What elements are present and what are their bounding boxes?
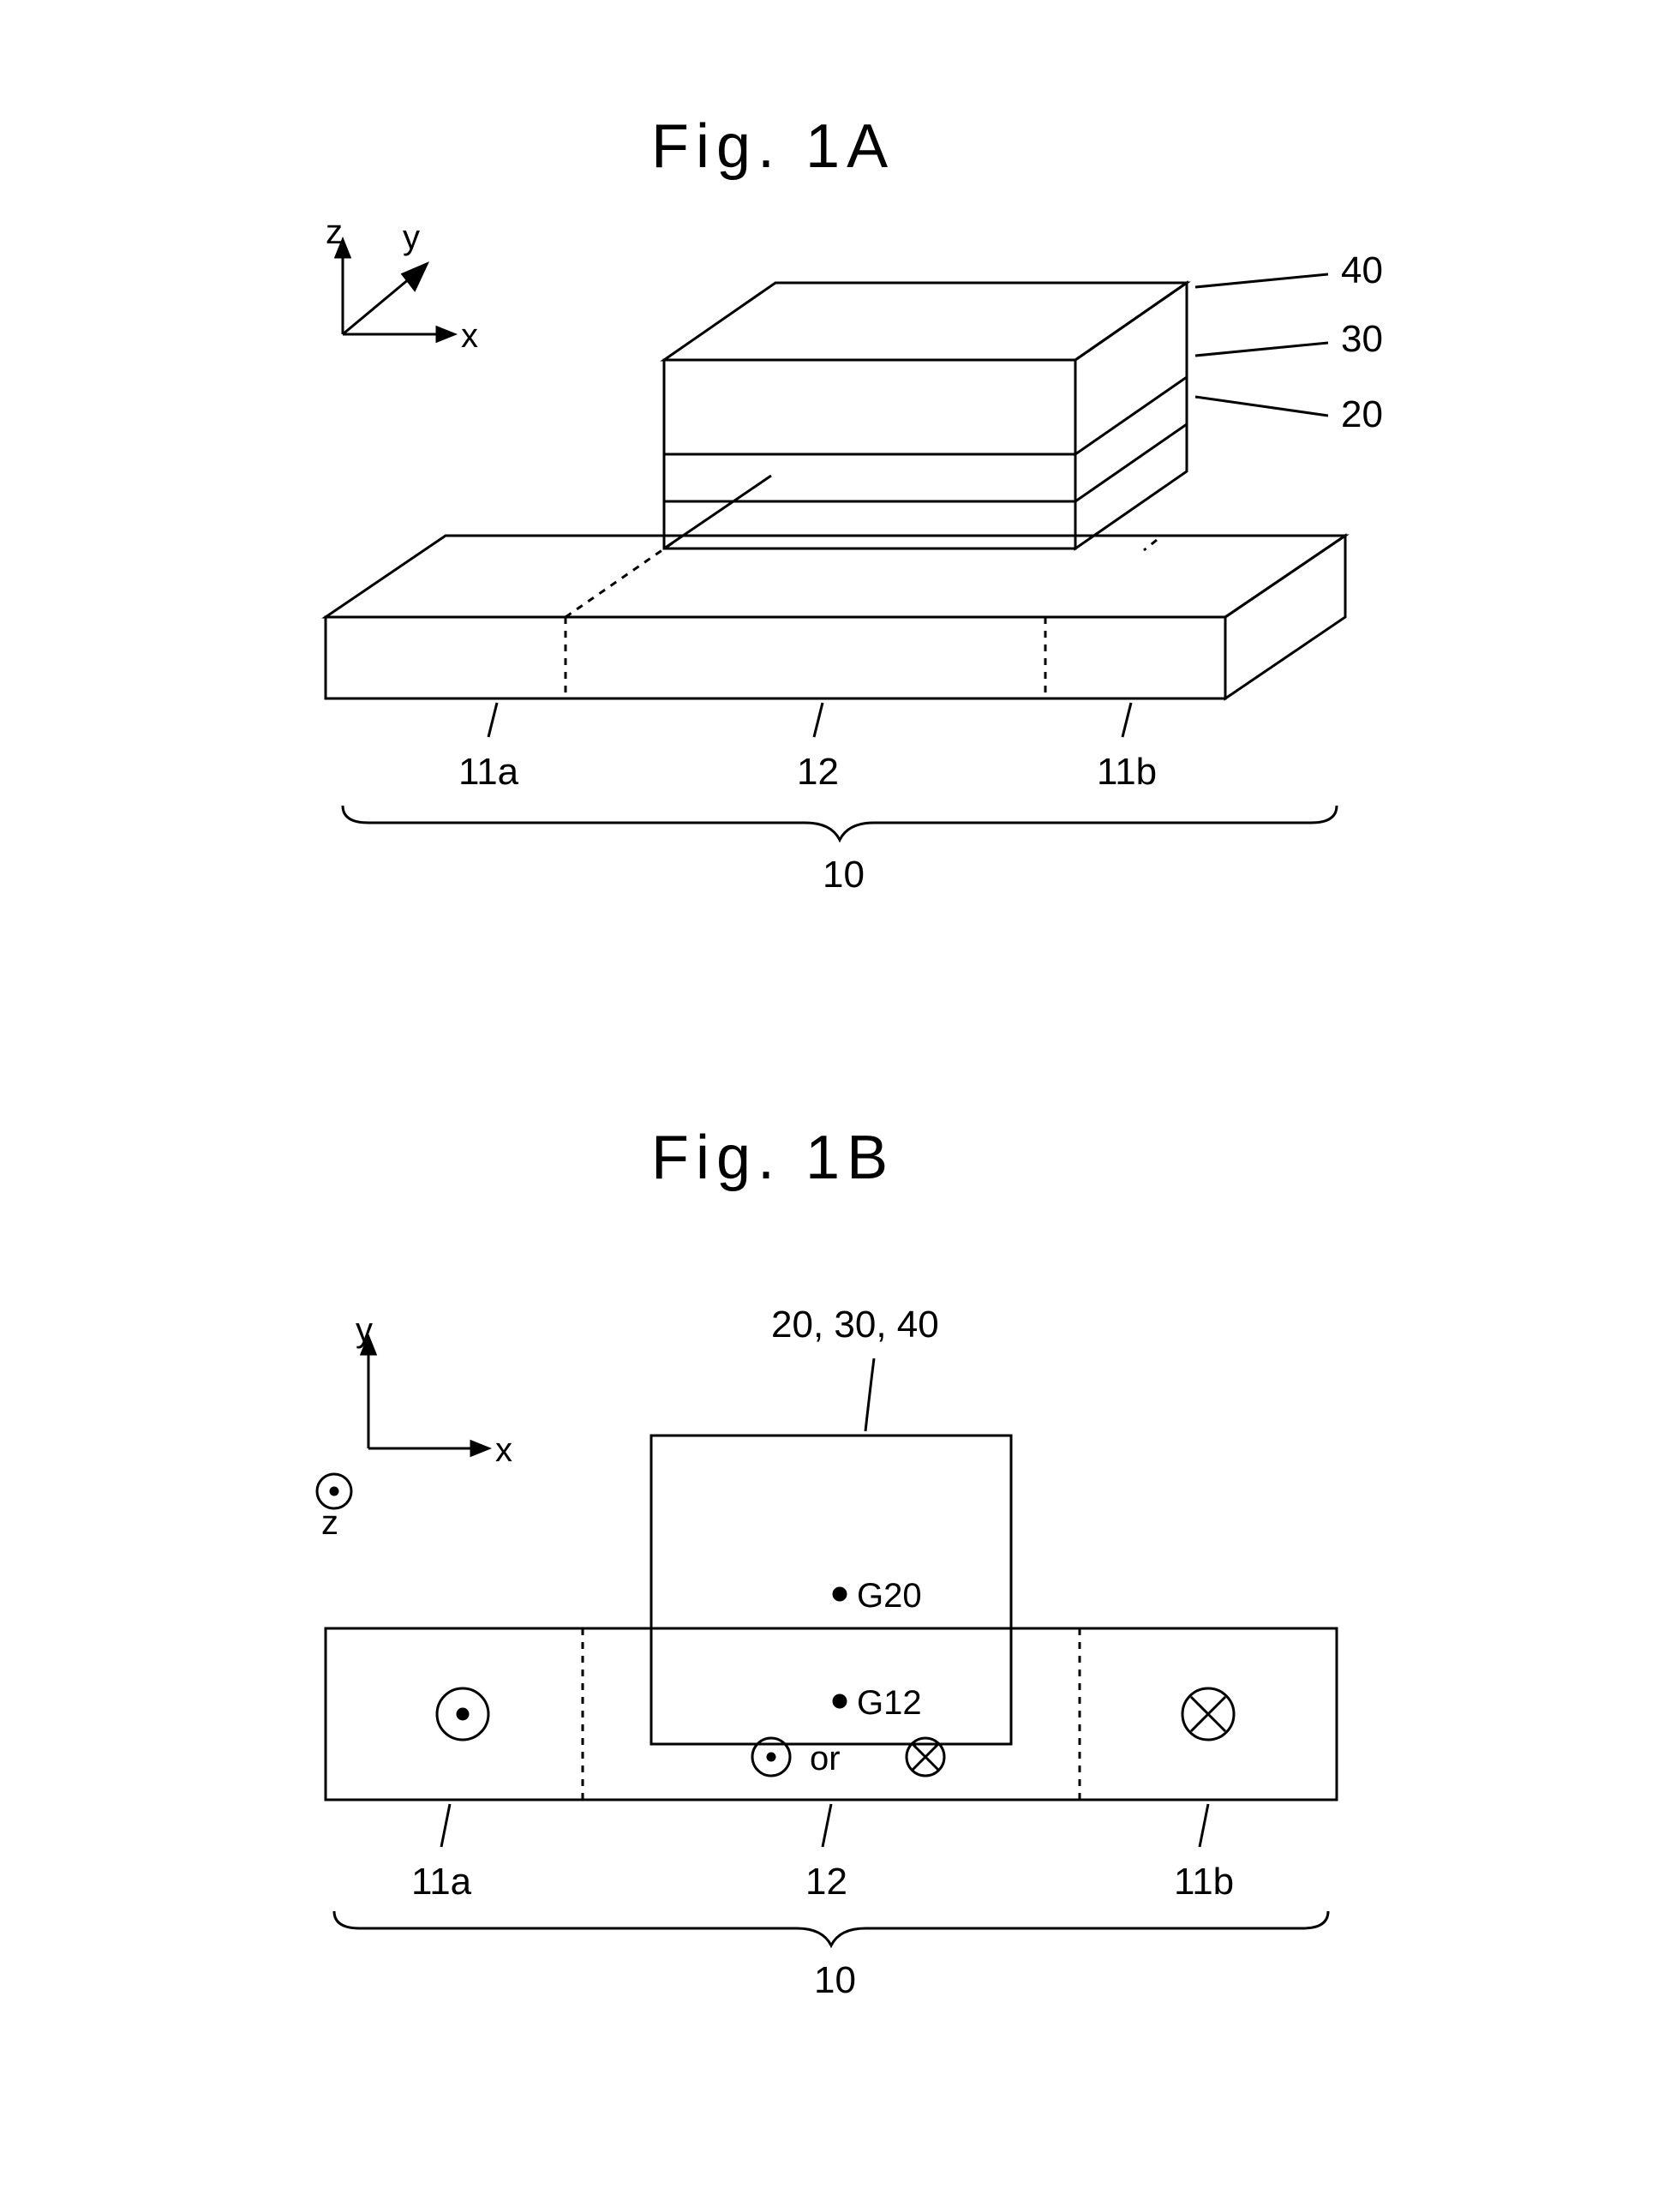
label-top-b: 20, 30, 40 (771, 1304, 939, 1346)
label-12-b: 12 (805, 1861, 847, 1903)
top-leader-b (865, 1358, 874, 1431)
leader-lines (1195, 274, 1328, 416)
fig-a-diagram: z y x (274, 223, 1474, 926)
left-out-symbol (437, 1688, 488, 1740)
bottom-ticks-b (441, 1804, 1208, 1847)
label-g20: G20 (857, 1577, 922, 1615)
bottom-ticks-a (488, 703, 1131, 737)
page: Fig. 1A z y x (0, 0, 1676, 2212)
label-30: 30 (1341, 318, 1383, 360)
brace-10-a (343, 806, 1337, 840)
axis-z-label: z (326, 223, 343, 251)
label-40: 40 (1341, 249, 1383, 291)
axis-z-label-b: z (321, 1504, 338, 1542)
label-11b: 11b (1097, 751, 1157, 793)
label-g12: G12 (857, 1684, 922, 1722)
g12-point (834, 1695, 846, 1707)
top-block-b (651, 1436, 1011, 1744)
fig-b-title: Fig. 1B (651, 1123, 895, 1193)
g20-point (834, 1588, 846, 1600)
right-in-symbol (1182, 1688, 1234, 1740)
label-11a-b: 11a (411, 1861, 472, 1903)
label-10: 10 (823, 854, 865, 896)
label-12: 12 (797, 751, 839, 793)
fig-a-title: Fig. 1A (651, 111, 895, 182)
stack-block (664, 283, 1187, 549)
fig-a-axes: z y x (326, 223, 478, 355)
label-11a: 11a (458, 751, 519, 793)
axis-y-label-b: y (356, 1311, 373, 1349)
label-11b-b: 11b (1174, 1861, 1234, 1903)
axis-x-label: x (461, 317, 478, 355)
axis-x-label-b: x (495, 1431, 512, 1469)
label-10-b: 10 (814, 1959, 856, 2001)
brace-10-b (334, 1911, 1328, 1945)
label-20: 20 (1341, 393, 1383, 435)
fig-b-axes: y x z (317, 1311, 512, 1542)
base-slab (326, 536, 1345, 698)
fig-b-diagram: y x z (274, 1226, 1474, 2125)
label-or: or (810, 1740, 841, 1777)
axis-y-label: y (403, 223, 420, 256)
